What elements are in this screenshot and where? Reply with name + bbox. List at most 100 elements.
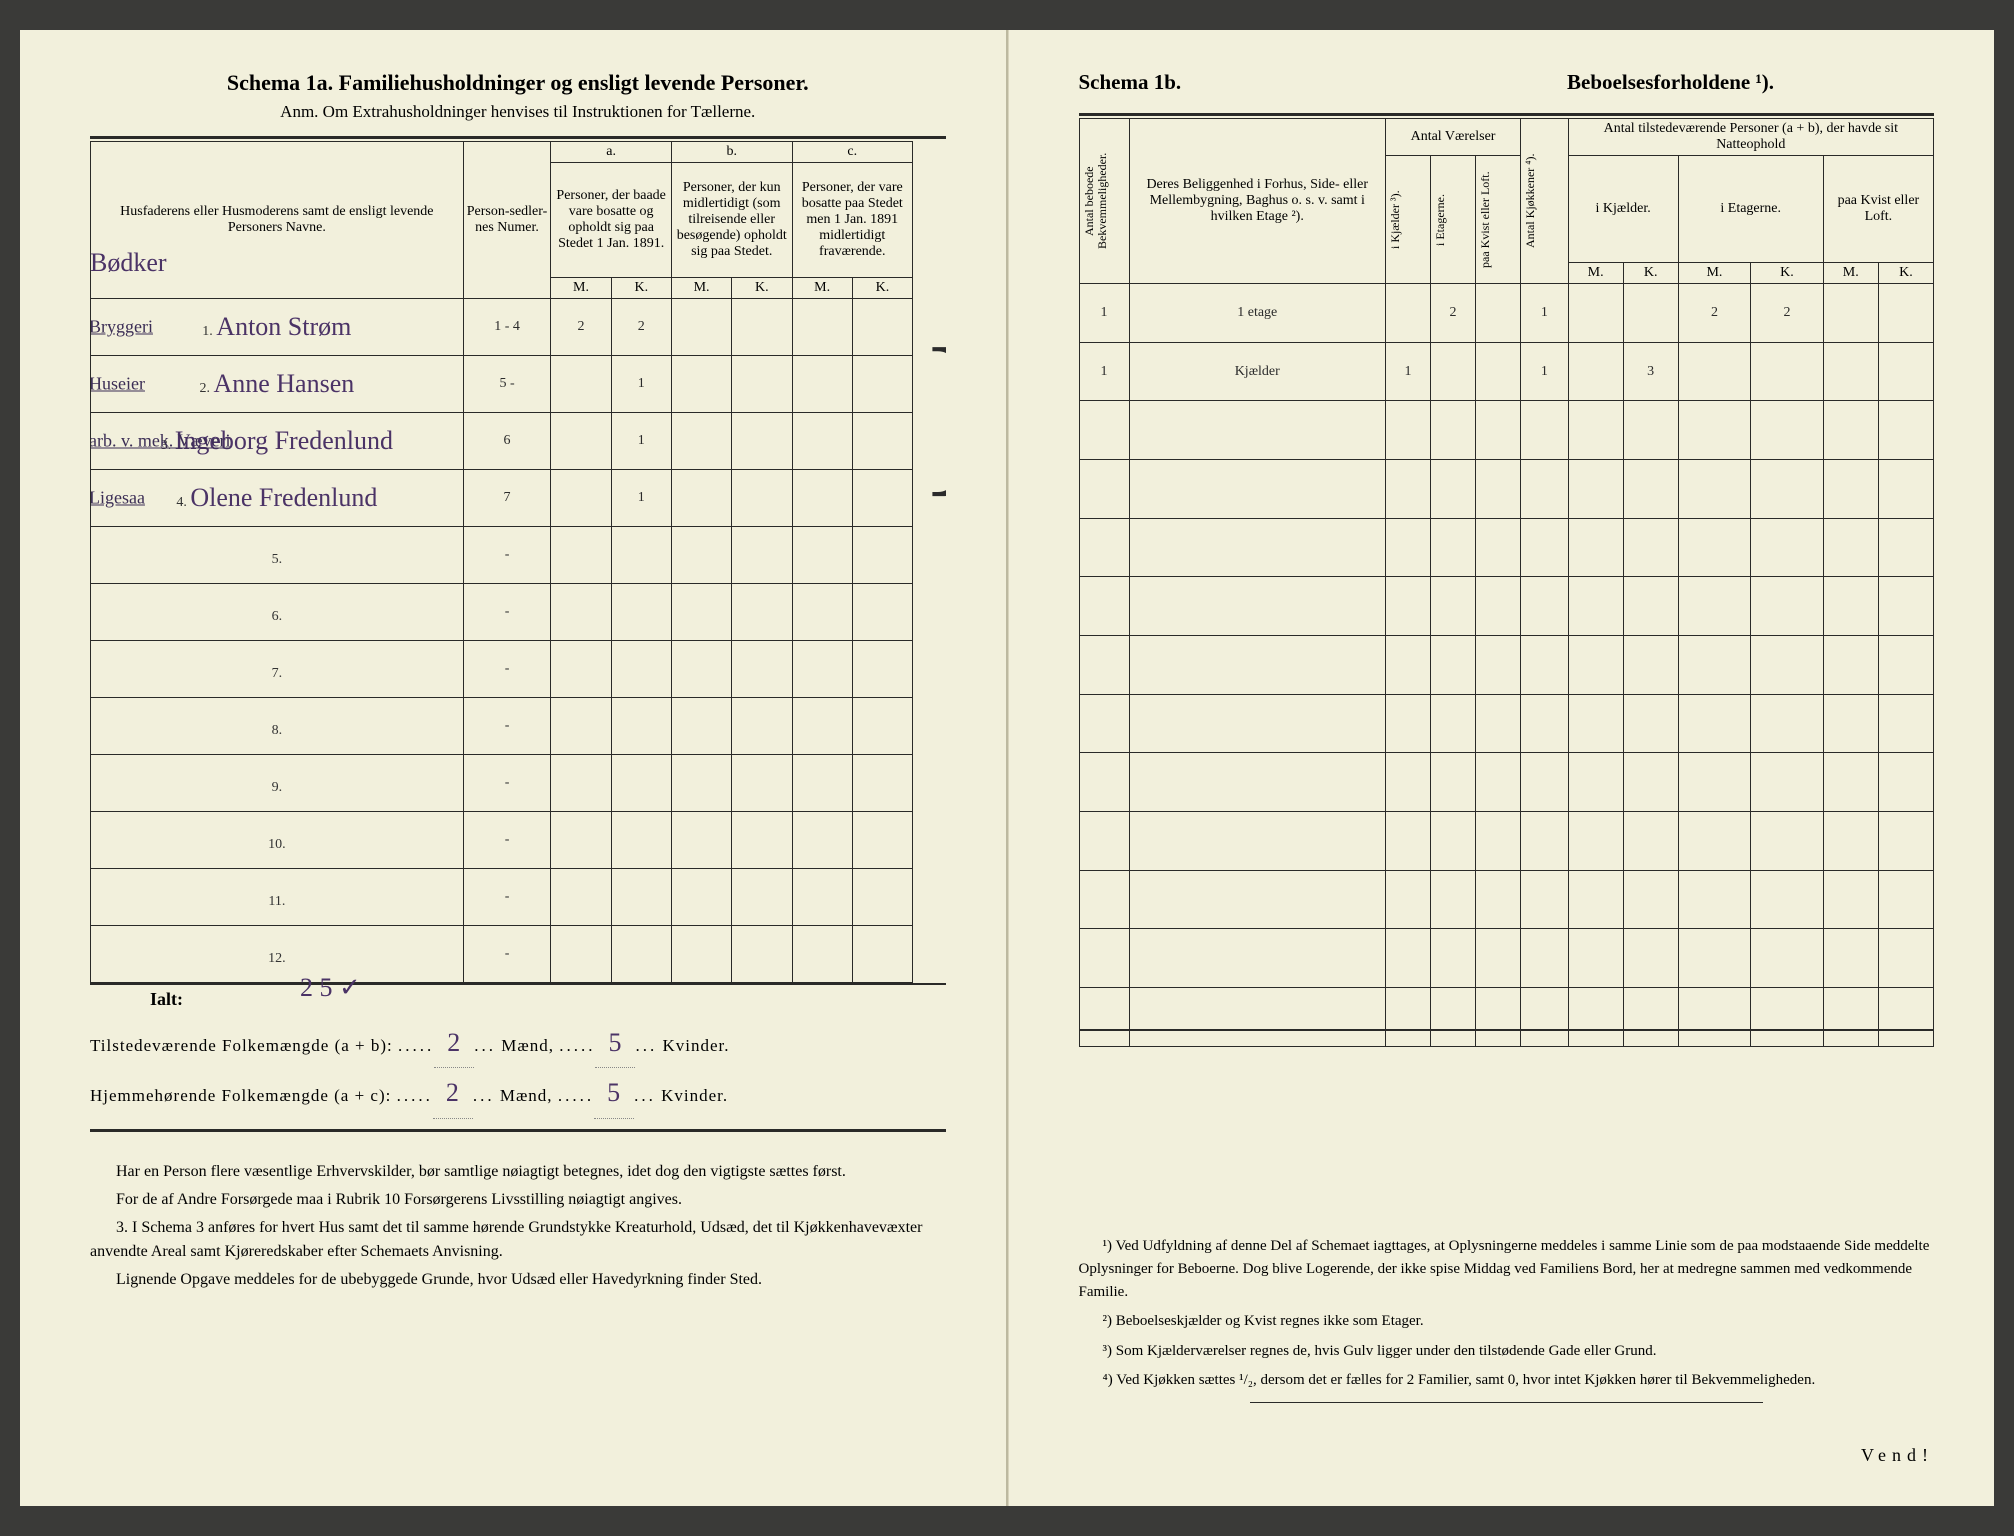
cell [1751,988,1824,1047]
cell [1079,812,1129,871]
rh-pkv: paa Kvist eller Loft. [1479,170,1492,270]
cell [1623,518,1678,577]
rh-m1: M. [1568,263,1623,284]
cell: 3 [1623,342,1678,401]
sum1-end: Kvinder. [657,1036,729,1055]
name-cell: 8. [91,698,464,755]
cell [1129,988,1385,1047]
numer-cell: - [463,812,551,869]
cell: 1 [1521,342,1569,401]
footnote: ²) Beboelseskjælder og Kvist regnes ikke… [1079,1310,1935,1333]
a-k [611,926,671,983]
cell [1521,460,1569,519]
rh-belig: Deres Beliggenhed i Forhus, Side- eller … [1129,119,1385,284]
margin-label: arb. v. mek. Væveri [91,431,231,452]
ialt-label: Ialt: [90,989,290,1010]
table-row: 6. - [91,584,946,641]
cell [1878,988,1933,1047]
numer-cell: - [463,641,551,698]
cell [1568,870,1623,929]
head-b-label: b. [671,142,792,163]
table-row [1079,460,1934,519]
cell [1678,518,1751,577]
a-m [551,584,611,641]
left-footnotes: Har en Person flere væsentlige Erhvervsk… [90,1160,946,1296]
cell [1476,577,1521,636]
head-numer: Person-sedler-nes Numer. [463,142,551,299]
cell [1878,518,1933,577]
name-cell: Bryggeri 1. Anton Strøm [91,299,464,356]
rh-m3: M. [1823,263,1878,284]
cell: 1 [1385,342,1430,401]
h-m2: M. [671,278,731,299]
name-cell: 12. [91,926,464,983]
cell [1678,929,1751,988]
footnote: For de af Andre Forsørgede maa i Rubrik … [90,1188,946,1212]
sum2-k: 5 [594,1068,634,1118]
cell [1678,870,1751,929]
cell [1823,342,1878,401]
cell [1385,577,1430,636]
cell [1623,812,1678,871]
cell [1431,577,1476,636]
rh-pers: Antal tilstedeværende Personer (a + b), … [1568,119,1933,156]
table-row: 8. - [91,698,946,755]
a-k [611,869,671,926]
h-k: K. [611,278,671,299]
cell [1623,401,1678,460]
table-row: 12. - [91,926,946,983]
left-subtitle: Anm. Om Extrahusholdninger henvises til … [90,102,946,122]
cell [1751,753,1824,812]
cell [1129,460,1385,519]
cell [1385,518,1430,577]
cell [1129,518,1385,577]
a-m [551,926,611,983]
cell [1079,518,1129,577]
head-a-label: a. [551,142,672,163]
cell [1678,577,1751,636]
table-row [1079,929,1934,988]
cell [1568,636,1623,695]
brace-icon: } [916,312,945,511]
cell [1678,812,1751,871]
numer-cell: - [463,698,551,755]
cell [1878,342,1933,401]
rh-m2: M. [1678,263,1751,284]
table-row: arb. v. mek. Væveri 3. Ingeborg Fredenlu… [91,413,946,470]
rh-iet: i Etagerne. [1434,170,1447,270]
cell [1476,636,1521,695]
a-k [611,755,671,812]
cell [1079,460,1129,519]
cell [1878,870,1933,929]
head-b-text: Personer, der kun midlertidigt (som tilr… [671,163,792,278]
cell [1129,929,1385,988]
footnote: ¹) Ved Udfyldning af denne Del af Schema… [1079,1235,1935,1305]
name-cell: 5. [91,527,464,584]
cell [1129,870,1385,929]
head-c-text: Personer, der vare bosatte paa Stedet me… [792,163,913,278]
cell [1623,870,1678,929]
cell [1521,988,1569,1047]
sum2-mid: Mænd, [495,1086,558,1105]
cell [1751,694,1824,753]
rh-antalv: Antal Værelser [1385,119,1520,156]
left-table: Husfaderens eller Husmoderens samt de en… [90,141,946,983]
head-a-text: Personer, der baade vare bosatte og opho… [551,163,672,278]
cell [1385,401,1430,460]
cell [1751,577,1824,636]
sum2-m: 2 [433,1068,473,1118]
numer-cell: 1 - 4 [463,299,551,356]
cell [1623,753,1678,812]
person-name: Anne Hansen [213,369,354,398]
cell [1431,401,1476,460]
table-row: 5. - [91,527,946,584]
cell [1678,753,1751,812]
footnote: Lignende Opgave meddeles for de ubebygge… [90,1268,946,1292]
cell [1476,518,1521,577]
cell [1623,694,1678,753]
rh-k2: K. [1751,263,1824,284]
rh-pkv2: paa Kvist eller Loft. [1823,156,1933,263]
cell [1129,812,1385,871]
cell [1385,694,1430,753]
name-cell: 7. [91,641,464,698]
